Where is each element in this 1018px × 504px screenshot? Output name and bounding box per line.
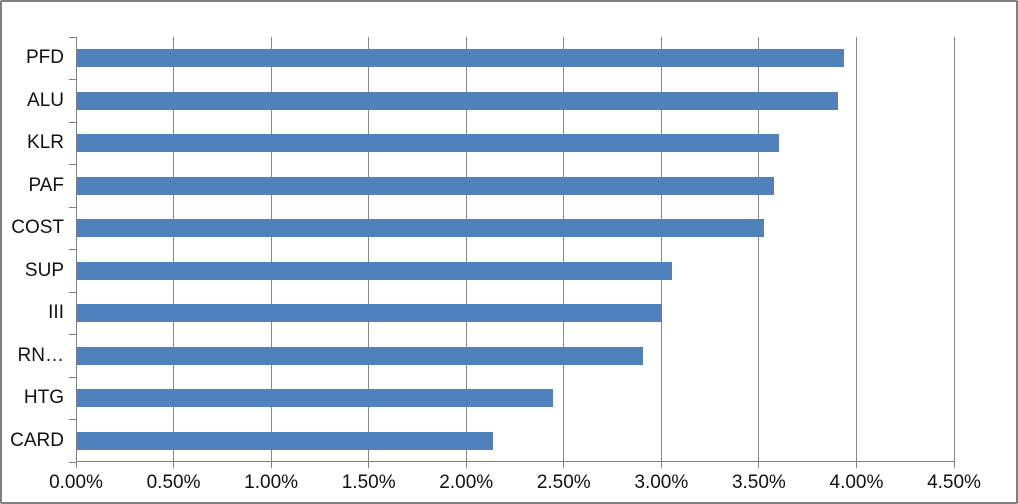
category-axis-tick (69, 291, 76, 293)
bar-iii (77, 304, 663, 323)
bar-sup (77, 261, 673, 280)
y-tick-label: RN… (17, 344, 64, 366)
category-axis-tick (69, 419, 76, 420)
gridline (173, 37, 175, 462)
y-tick-label: III (48, 302, 64, 324)
bar-klr (77, 134, 780, 153)
x-tick-label: 1.50% (341, 472, 396, 493)
x-tick-label: 4.50% (927, 472, 981, 493)
category-axis-tick (69, 36, 76, 38)
value-axis-tick (660, 462, 662, 468)
bar-cost (77, 219, 764, 238)
gridline (855, 37, 857, 462)
x-tick-label: 3.00% (634, 472, 689, 493)
category-axis-tick (69, 206, 76, 208)
value-axis-line (76, 461, 954, 462)
category-axis-tick (69, 249, 76, 250)
y-tick-label: HTG (23, 387, 64, 409)
x-tick-label: 2.50% (536, 472, 591, 493)
x-tick-label: 4.00% (829, 472, 884, 493)
bar-card (77, 431, 493, 450)
bar-alu (77, 91, 838, 110)
value-axis-tick (855, 462, 857, 468)
value-axis-tick (270, 462, 272, 468)
gridline (953, 37, 955, 462)
category-axis-tick (69, 164, 76, 165)
value-axis-tick (563, 462, 565, 468)
y-tick-label: KLR (27, 132, 64, 154)
x-tick-label: 0.50% (146, 472, 201, 493)
y-tick-label: ALU (27, 89, 64, 111)
category-axis-line (76, 37, 77, 462)
x-tick-label: 2.00% (439, 472, 494, 493)
plot-area: PFD ALU KLR PAF COST SUP III RN… HTG CARD 0.00% 0.5… (10, 36, 981, 493)
gridline (563, 37, 565, 462)
gridline (270, 37, 272, 462)
category-axis-tick (69, 376, 76, 378)
x-tick-label: 3.50% (731, 472, 786, 493)
gridline (368, 37, 370, 462)
y-tick-label: PAF (28, 174, 64, 196)
bar-rn (77, 346, 643, 365)
category-axis-tick (69, 121, 76, 123)
y-tick-label: COST (11, 217, 64, 239)
value-axis-tick (368, 462, 370, 468)
value-axis-tick (758, 462, 760, 468)
category-axis-tick (69, 461, 76, 463)
value-axis-tick (173, 462, 175, 468)
category-axis-tick (69, 334, 76, 335)
gridline (758, 37, 760, 462)
x-tick-label: 1.00% (244, 472, 299, 493)
bar-pfd (77, 49, 844, 68)
x-tick-label: 0.00% (49, 472, 103, 493)
value-axis-tick (75, 462, 77, 468)
y-tick-label: CARD (10, 429, 64, 451)
bar-paf (77, 176, 774, 195)
category-axis-tick (69, 79, 76, 80)
value-axis-tick (953, 462, 955, 468)
y-tick-label: SUP (24, 259, 64, 281)
gridline (660, 37, 662, 462)
value-axis-tick (465, 462, 467, 468)
bar-htg (77, 389, 554, 408)
gridline (465, 37, 467, 462)
y-tick-label: PFD (26, 47, 64, 69)
